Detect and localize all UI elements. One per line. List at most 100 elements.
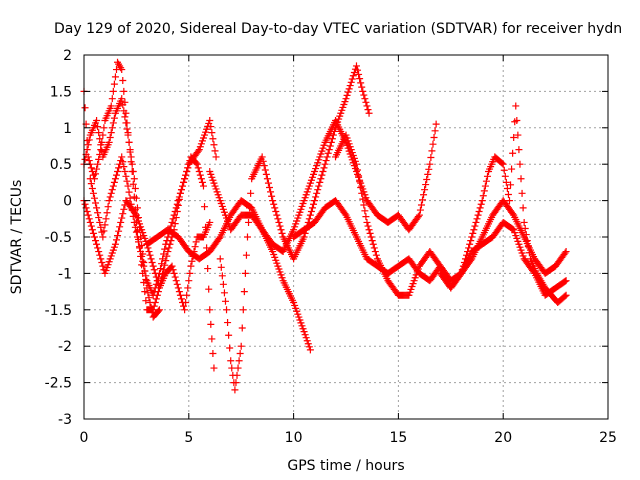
y-tick-label: 1 <box>63 121 72 137</box>
data-point <box>458 266 466 274</box>
data-point <box>508 165 516 173</box>
data-point <box>173 200 181 208</box>
x-tick-label: 10 <box>285 430 303 446</box>
data-point <box>118 95 126 103</box>
data-point <box>122 172 130 180</box>
data-point <box>372 251 380 259</box>
data-point <box>322 157 330 165</box>
data-point <box>169 266 177 274</box>
data-point <box>134 238 142 246</box>
data-point <box>171 220 179 228</box>
data-point <box>276 222 284 230</box>
data-point <box>183 167 191 175</box>
data-point <box>147 303 155 311</box>
data-point <box>236 349 244 357</box>
x-tick-label: 0 <box>80 430 89 446</box>
data-point <box>118 66 126 74</box>
data-point <box>173 280 181 288</box>
y-tick-label: 1.5 <box>50 84 72 100</box>
data-point <box>308 204 316 212</box>
data-point <box>130 175 138 183</box>
y-tick-label: 2 <box>63 48 72 64</box>
data-point <box>227 357 235 365</box>
data-point <box>154 307 162 315</box>
data-point <box>100 227 108 235</box>
data-point <box>233 371 241 379</box>
data-series <box>80 58 570 394</box>
data-point <box>105 138 113 146</box>
data-point <box>303 337 311 345</box>
data-point <box>174 197 182 205</box>
data-point <box>207 123 215 131</box>
data-point <box>120 87 128 95</box>
data-point <box>302 334 310 342</box>
data-point <box>192 159 200 167</box>
data-point <box>502 178 510 186</box>
data-point <box>247 189 255 197</box>
data-point <box>468 233 476 241</box>
data-point <box>513 117 521 125</box>
data-point <box>206 306 214 314</box>
data-point <box>328 135 336 143</box>
data-point <box>111 175 119 183</box>
data-point <box>131 184 139 192</box>
data-point <box>81 155 89 163</box>
data-point <box>519 204 527 212</box>
data-point <box>259 157 267 165</box>
data-point <box>472 218 480 226</box>
data-point <box>170 269 178 277</box>
data-point <box>140 262 148 270</box>
data-point <box>507 181 515 189</box>
data-point <box>84 141 92 149</box>
y-tick-label: -1 <box>58 266 72 282</box>
data-point <box>163 237 171 245</box>
data-point <box>87 164 95 172</box>
x-tick-label: 25 <box>599 430 617 446</box>
data-point <box>119 158 127 166</box>
data-point <box>362 213 370 221</box>
data-point <box>189 252 197 260</box>
data-point <box>231 386 239 394</box>
data-point <box>197 175 205 183</box>
data-point <box>345 85 353 93</box>
data-point <box>90 233 98 241</box>
data-point <box>133 233 141 241</box>
data-point <box>416 206 424 214</box>
data-point <box>262 170 270 178</box>
data-point <box>326 142 334 150</box>
data-point <box>99 131 107 139</box>
data-point <box>106 134 114 142</box>
data-point <box>363 102 371 110</box>
data-point <box>161 261 169 269</box>
data-point <box>92 170 100 178</box>
data-point <box>112 236 120 244</box>
data-point <box>474 211 482 219</box>
data-point <box>87 180 95 188</box>
data-point <box>305 343 313 351</box>
data-point <box>414 213 422 221</box>
data-point <box>234 364 242 372</box>
data-point <box>133 204 141 212</box>
data-point <box>143 240 151 248</box>
data-point <box>99 233 107 241</box>
axis-ticks: 0 5 10 15 20 25 -3 -2.5 -2 -1.5 -1 -0.5 0 0.5 1 1.5 2 <box>45 48 617 446</box>
data-point <box>84 211 92 219</box>
data-point <box>225 331 233 339</box>
data-point <box>114 232 122 240</box>
data-point <box>139 257 147 265</box>
data-point <box>466 240 474 248</box>
data-point <box>92 237 100 245</box>
data-point <box>477 200 485 208</box>
data-point <box>95 214 103 222</box>
data-point <box>479 192 487 200</box>
data-point <box>306 346 314 354</box>
data-point <box>354 66 362 74</box>
data-point <box>269 197 277 205</box>
data-point <box>149 291 157 299</box>
data-point <box>121 113 129 121</box>
data-point <box>88 226 96 234</box>
data-point <box>368 237 376 245</box>
data-point <box>243 233 251 241</box>
data-point <box>85 157 93 165</box>
data-point <box>81 104 89 112</box>
